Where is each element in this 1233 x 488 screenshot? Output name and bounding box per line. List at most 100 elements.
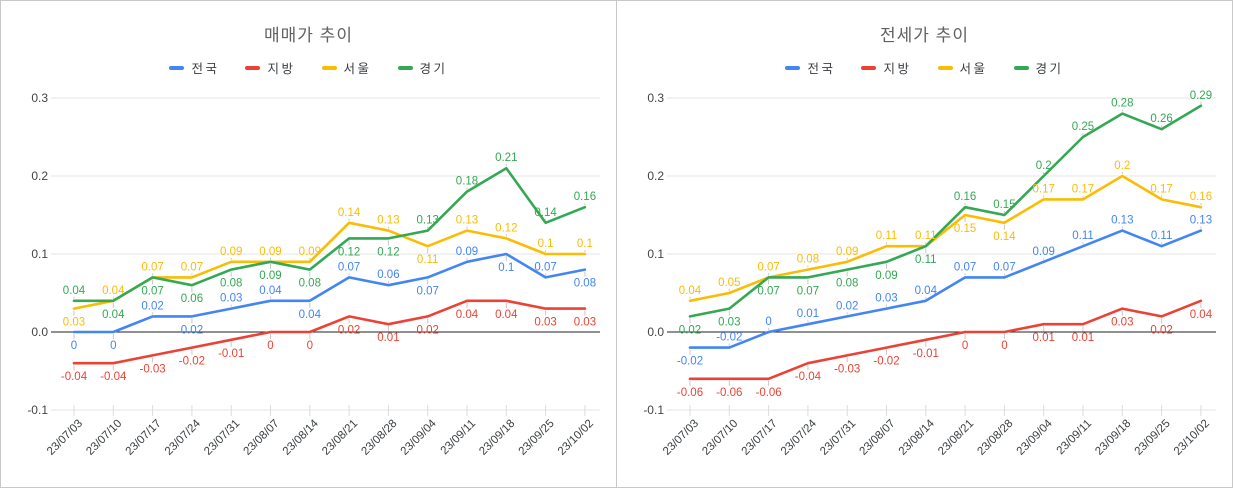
legend-line-marker	[397, 65, 413, 70]
series-line-2[interactable]	[688, 174, 1203, 303]
legend-label: 경기	[419, 62, 448, 76]
data-point-label: 0.09	[259, 270, 281, 282]
data-point-label: 0.06	[181, 293, 203, 305]
x-axis-label: 23/07/10	[700, 418, 740, 458]
data-point-label: 0.13	[456, 215, 478, 227]
data-point-label: 0.13	[377, 215, 399, 227]
legend-label: 경기	[1035, 62, 1064, 76]
data-point-label: 0.04	[102, 285, 125, 297]
x-axis-label: 23/08/07	[857, 418, 897, 458]
series-line-1[interactable]	[688, 299, 1203, 381]
x-axis-label: 23/08/14	[897, 417, 938, 458]
data-point-label: 0.02	[141, 300, 163, 312]
legend-item-1[interactable]: 지방	[245, 58, 295, 77]
data-point-label: -0.02	[677, 356, 703, 368]
legend-item-3[interactable]: 경기	[1013, 58, 1064, 77]
data-point-label: 0.04	[495, 309, 518, 321]
series-line-3[interactable]	[688, 104, 1203, 318]
data-point-label: 0.11	[1151, 230, 1173, 242]
legend-label: 지방	[267, 62, 296, 76]
x-axis-label: 23/08/14	[281, 417, 322, 458]
legend-item-0[interactable]: 전국	[785, 58, 835, 77]
data-point-label: 0.04	[259, 285, 282, 297]
data-point-label: 0.03	[875, 293, 897, 305]
series-line-0[interactable]	[72, 252, 587, 334]
y-axis-tick-label: 0.2	[31, 169, 48, 183]
x-axis-label: 23/09/25	[517, 418, 557, 458]
legend-line-marker	[169, 65, 185, 70]
data-point-label: 0	[71, 340, 77, 352]
data-point-label: 0.11	[417, 254, 439, 266]
data-point-label: 0.2	[1114, 160, 1130, 172]
x-axis-label: 23/08/21	[320, 418, 360, 458]
data-point-label: 0.09	[836, 246, 858, 258]
data-point-label: 0.14	[534, 207, 557, 219]
sale-price-trend-chart: 매매가 추이 전국 지방 서울 경기 -0.1 0.0 0.1 0.2 0.3 23/07/03…	[1, 1, 616, 487]
data-point-label: 0.08	[299, 278, 321, 290]
y-axis-tick-label: 0.3	[647, 91, 664, 105]
data-point-label: 0.07	[757, 261, 779, 273]
x-axis-label: 23/10/02	[556, 418, 596, 458]
data-point-label: -0.02	[873, 356, 899, 368]
legend-line-marker	[861, 65, 877, 70]
series-line-1[interactable]	[72, 299, 587, 365]
data-point-label: 0.03	[718, 317, 740, 329]
data-point-label: 0.25	[1072, 121, 1094, 133]
legend-item-3[interactable]: 경기	[397, 58, 448, 77]
data-point-label: 0.15	[993, 199, 1015, 211]
jeonse-price-trend-chart: 전세가 추이 전국 지방 서울 경기 -0.1 0.0 0.1 0.2 0.3 23/07/03…	[616, 1, 1232, 487]
data-point-label: 0.01	[797, 308, 819, 320]
data-point-label: 0.11	[915, 254, 937, 266]
data-point-label: 0.08	[836, 278, 858, 290]
data-point-label: -0.04	[61, 371, 88, 383]
data-point-label: 0.07	[141, 285, 163, 297]
data-point-label: 0.04	[915, 285, 938, 297]
x-axis-label: 23/07/24	[779, 417, 820, 458]
chart-canvas: -0.1 0.0 0.1 0.2 0.3 23/07/03 23/07/10 23/07/17…	[643, 90, 1216, 458]
data-point-label: 0.16	[954, 191, 976, 203]
data-point-label: -0.01	[218, 348, 244, 360]
data-point-label: -0.03	[139, 363, 165, 375]
x-axis-label: 23/08/07	[241, 418, 281, 458]
legend-item-2[interactable]: 서울	[937, 58, 988, 77]
data-point-label: 0.08	[220, 278, 242, 290]
x-axis-label: 23/09/25	[1133, 418, 1173, 458]
legend-item-0[interactable]: 전국	[169, 58, 219, 77]
data-point-label: 0.04	[299, 309, 322, 321]
data-point-label: 0.02	[181, 324, 203, 336]
y-axis-tick-label: -0.1	[27, 403, 48, 417]
legend-item-1[interactable]: 지방	[861, 58, 911, 77]
data-point-label: -0.06	[755, 387, 781, 399]
data-point-label: 0.28	[1111, 98, 1133, 110]
data-point-label: 0.01	[1033, 332, 1055, 344]
data-point-label: 0.12	[377, 246, 399, 258]
data-point-label: -0.02	[179, 356, 205, 368]
series-line-3[interactable]	[72, 166, 587, 303]
legend-label: 전국	[191, 62, 220, 76]
data-point-label: 0.14	[993, 231, 1016, 243]
legend: 전국 지방 서울 경기	[1, 58, 616, 77]
series-line-0[interactable]	[688, 229, 1203, 349]
y-axis-tick-label: 0.2	[647, 169, 664, 183]
data-point-label: -0.06	[716, 387, 742, 399]
data-point-label: 0.18	[456, 176, 478, 188]
x-axis-label: 23/07/03	[661, 418, 701, 458]
data-point-label: 0	[110, 340, 116, 352]
x-axis-label: 23/09/04	[399, 417, 440, 458]
data-point-label: 0.1	[577, 238, 593, 250]
x-axis-label: 23/07/24	[163, 417, 204, 458]
data-point-label: 0.17	[1072, 183, 1094, 195]
data-point-label: 0.1	[498, 262, 514, 274]
data-point-label: 0.12	[495, 222, 517, 234]
legend-item-2[interactable]: 서울	[321, 58, 372, 77]
x-axis-label: 23/09/18	[1093, 418, 1133, 458]
data-point-label: 0.07	[141, 261, 163, 273]
chart-canvas: -0.1 0.0 0.1 0.2 0.3 23/07/03 23/07/10 23/07/17…	[27, 91, 600, 458]
data-point-label: 0.04	[63, 285, 86, 297]
data-point-label: -0.04	[100, 371, 127, 383]
data-point-label: 0.04	[679, 285, 702, 297]
data-point-label: 0.05	[718, 277, 740, 289]
data-point-label: 0.01	[1072, 332, 1094, 344]
y-axis-tick-label: 0.0	[31, 325, 48, 339]
